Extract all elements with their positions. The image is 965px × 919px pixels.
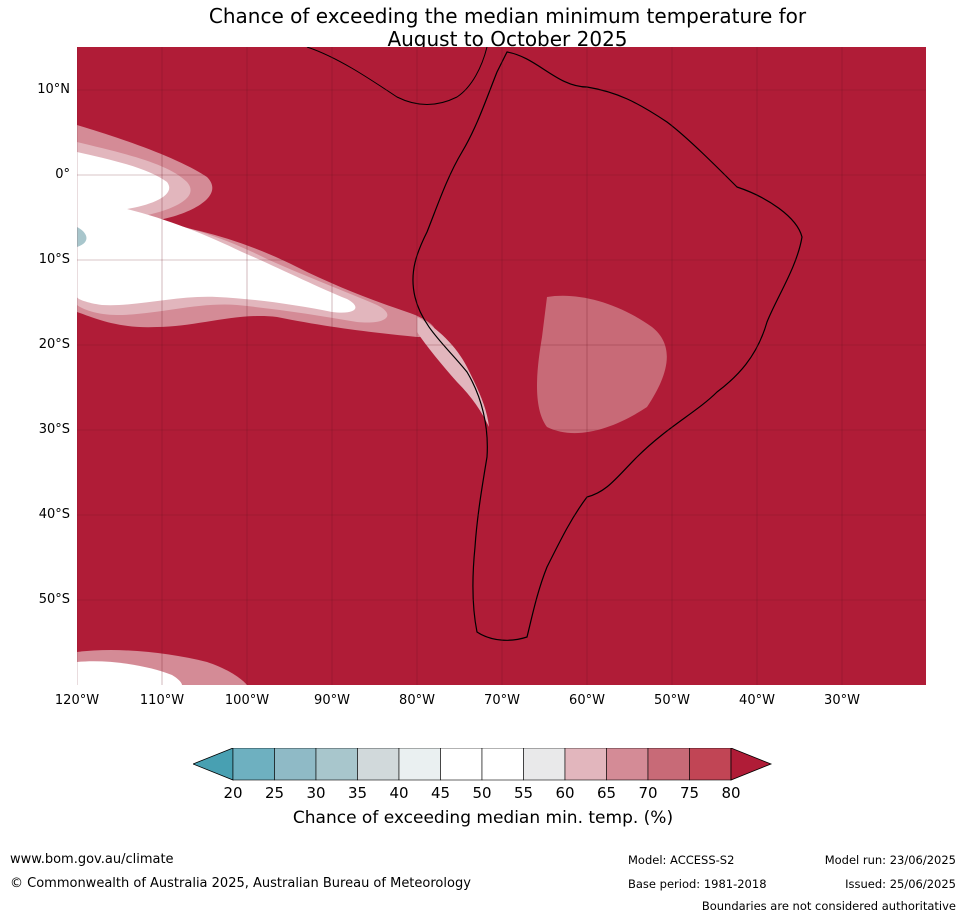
colorbar-segment xyxy=(606,748,649,781)
lon-label-30w: 30°W xyxy=(824,693,860,708)
lon-label-60w: 60°W xyxy=(569,693,605,708)
colorbar-tick-label: 45 xyxy=(430,784,451,802)
colorbar-tick-label: 60 xyxy=(555,784,575,802)
copyright-text: © Commonwealth of Australia 2025, Austra… xyxy=(10,876,471,891)
boundaries-disclaimer: Boundaries are not considered authoritat… xyxy=(701,899,956,913)
peru-chile-coastal-region xyxy=(417,317,489,427)
colorbar-label: Chance of exceeding median min. temp. (%… xyxy=(292,808,674,828)
base-period: Base period: 1981-2018 xyxy=(628,877,767,891)
colorbar xyxy=(193,748,773,781)
colorbar-segment xyxy=(647,748,690,781)
colorbar-tick-label: 30 xyxy=(306,784,326,802)
colorbar-segments xyxy=(193,748,773,781)
lon-label-120w: 120°W xyxy=(54,693,100,708)
pacific-low-prob-region-inner xyxy=(77,152,356,313)
colorbar-segment xyxy=(689,748,732,781)
colorbar-tick-label: 35 xyxy=(347,784,368,802)
colorbar-segment xyxy=(232,748,275,781)
lat-label-40s: 40°S xyxy=(38,507,70,522)
colorbar-tick-label: 80 xyxy=(721,784,741,802)
website-link[interactable]: www.bom.gov.au/climate xyxy=(10,852,174,867)
issued-date: Issued: 25/06/2025 xyxy=(845,877,956,891)
lat-label-0: 0° xyxy=(55,167,70,182)
colorbar-tick-label: 50 xyxy=(472,784,492,802)
lat-label-50s: 50°S xyxy=(38,592,70,607)
lon-label-90w: 90°W xyxy=(314,693,350,708)
lon-label-40w: 40°W xyxy=(739,693,775,708)
colorbar-segment xyxy=(315,748,358,781)
lat-label-30s: 30°S xyxy=(38,422,70,437)
colorbar-segment xyxy=(481,748,524,781)
lon-label-110w: 110°W xyxy=(139,693,185,708)
lon-label-70w: 70°W xyxy=(484,693,520,708)
central-america-coastline xyxy=(306,47,488,105)
map-gridlines xyxy=(77,47,926,685)
colorbar-segment xyxy=(523,748,566,781)
colorbar-segment xyxy=(357,748,400,781)
lat-label-20s: 20°S xyxy=(38,337,70,352)
lat-label-10n: 10°N xyxy=(37,82,70,97)
colorbar-tick-label: 70 xyxy=(638,784,658,802)
colorbar-tick-label: 65 xyxy=(596,784,617,802)
pacific-lowest-patch xyxy=(77,227,87,247)
colorbar-tick-label: 40 xyxy=(389,784,409,802)
colorbar-tick-label: 20 xyxy=(223,784,243,802)
colorbar-arrow-low xyxy=(193,748,234,781)
colorbar-tick-label: 75 xyxy=(679,784,700,802)
colorbar-tick-label: 55 xyxy=(513,784,534,802)
lat-label-10s: 10°S xyxy=(38,252,70,267)
colorbar-arrow-high xyxy=(730,748,773,781)
south-america-coastline xyxy=(412,51,803,641)
map-canvas xyxy=(77,47,926,685)
colorbar-segment xyxy=(564,748,607,781)
lon-label-80w: 80°W xyxy=(399,693,435,708)
title-line-1: Chance of exceeding the median minimum t… xyxy=(208,4,807,28)
colorbar-segment xyxy=(440,748,483,781)
colorbar-segment xyxy=(398,748,441,781)
interior-sa-moderate-region xyxy=(537,295,667,434)
lon-label-100w: 100°W xyxy=(224,693,270,708)
lon-label-50w: 50°W xyxy=(654,693,690,708)
probability-map xyxy=(77,47,926,685)
model-name: Model: ACCESS-S2 xyxy=(628,853,735,867)
colorbar-segment xyxy=(274,748,317,781)
map-title: Chance of exceeding the median minimum t… xyxy=(0,5,965,51)
south-pacific-low-prob-inner xyxy=(77,661,182,685)
model-run-date: Model run: 23/06/2025 xyxy=(824,853,956,867)
title-line-2: August to October 2025 xyxy=(387,27,628,51)
colorbar-tick-label: 25 xyxy=(264,784,285,802)
